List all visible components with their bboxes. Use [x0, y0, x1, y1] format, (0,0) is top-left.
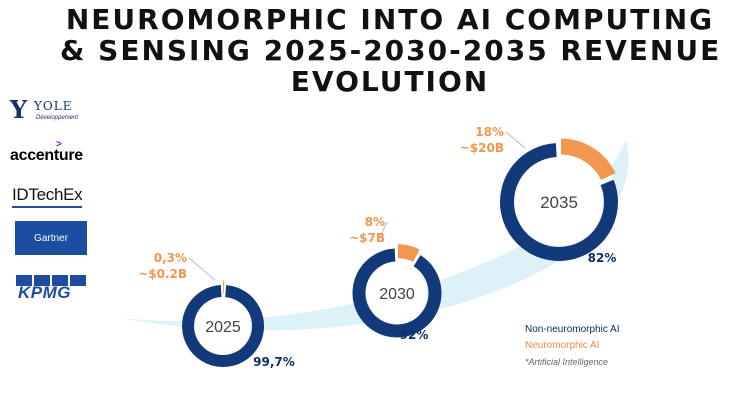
ring-center-2025 [195, 298, 251, 354]
yole-logo: Y YOLE Développement [10, 95, 79, 124]
neuromorphic-value-label-2030: ~$7B [349, 231, 385, 245]
legend-footnote: *Artificial Intelligence [525, 357, 609, 367]
ring-year-label-2035: 2035 [540, 193, 578, 212]
idtechex-underline [12, 206, 83, 208]
non-neuromorphic-pct-label-2030: 92% [400, 328, 429, 342]
title-line-2: & SENSING 2025-2030-2035 REVENUE [60, 34, 722, 67]
neuromorphic-pct-label-2035: 18% [475, 125, 504, 139]
leader-line-2025 [188, 257, 216, 281]
accenture-logo: > accenture [10, 139, 83, 164]
yole-mark-icon: Y [10, 95, 28, 124]
non-neuromorphic-pct-label-2035: 82% [588, 251, 617, 265]
ring-segment-neuromorphic-2030 [397, 244, 420, 263]
neuromorphic-pct-label-2030: 8% [365, 215, 385, 229]
legend-neuromorphic: Neuromorphic AI [525, 340, 600, 351]
accenture-chevron-icon: > [56, 139, 62, 150]
leader-line-2030 [379, 221, 388, 238]
background-swoosh [120, 140, 629, 331]
kpmg-boxes-icon [16, 275, 86, 286]
ring-year-label-2030: 2030 [379, 286, 415, 303]
page-title: NEUROMORPHIC INTO AI COMPUTING & SENSING… [60, 4, 720, 97]
title-line-3: EVOLUTION [290, 65, 490, 98]
ring-segment-non-neuromorphic-2025 [182, 285, 265, 367]
chart-legend: Non-neuromorphic AI Neuromorphic AI *Art… [525, 322, 620, 370]
legend-non-neuromorphic: Non-neuromorphic AI [525, 324, 620, 335]
ring-segment-non-neuromorphic-2030 [352, 248, 442, 338]
title-line-1: NEUROMORPHIC INTO AI COMPUTING [65, 3, 715, 36]
neuromorphic-value-label-2025: ~$0.2B [138, 267, 187, 281]
source-logos: Y YOLE Développement > accenture IDTechE… [8, 95, 100, 305]
ring-segment-neuromorphic-2035 [560, 138, 616, 181]
neuromorphic-value-label-2035: ~$20B [460, 141, 504, 155]
ring-year-label-2025: 2025 [205, 319, 241, 336]
leader-line-2035 [505, 131, 526, 149]
ring-center-2030 [366, 262, 428, 324]
ring-center-2035 [515, 158, 603, 246]
gartner-logo: Gartner [15, 221, 87, 255]
non-neuromorphic-pct-label-2025: 99,7% [253, 355, 295, 369]
idtechex-logo: IDTechEx [12, 185, 83, 208]
ring-segment-non-neuromorphic-2035 [500, 143, 618, 261]
neuromorphic-pct-label-2025: 0,3% [154, 251, 187, 265]
kpmg-logo: KPMG [16, 275, 86, 302]
